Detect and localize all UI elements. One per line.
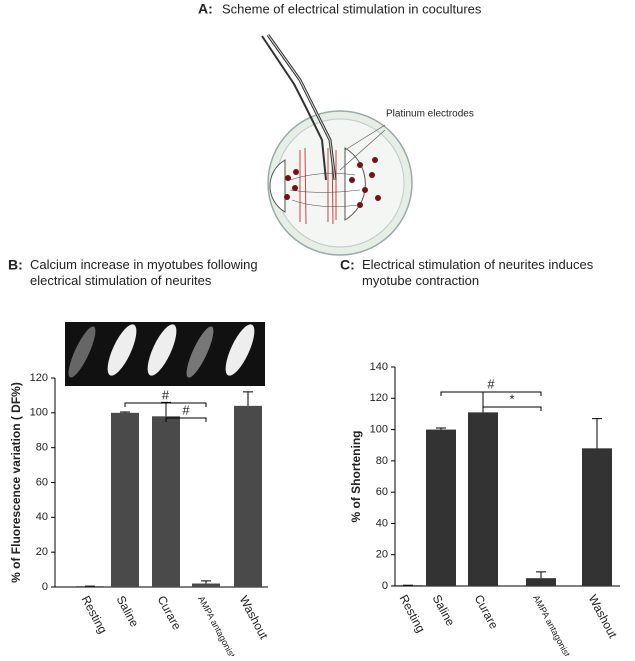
calcium-images: [65, 322, 265, 386]
error-bar: [436, 427, 446, 430]
bar: [152, 416, 180, 587]
y-tick-label: 120: [370, 392, 388, 404]
y-tick-label: 80: [376, 455, 388, 467]
significance-bracket: [440, 391, 542, 396]
y-tick-label: 0: [42, 581, 48, 593]
error-bar: [120, 411, 130, 413]
error-bar: [536, 571, 546, 579]
y-tick-label: 60: [36, 476, 48, 488]
panel-label: C:: [340, 257, 355, 273]
y-tick-label: 20: [376, 549, 388, 561]
error-bar: [161, 401, 171, 417]
significance-mark: #: [487, 376, 495, 391]
significance-mark: #: [162, 387, 170, 402]
x-tick-label: Saline: [430, 592, 458, 628]
x-tick-label: Resting: [79, 593, 110, 635]
panel-title: Scheme of electrical stimulation in cocu…: [222, 1, 482, 16]
y-tick-label: 40: [376, 517, 388, 529]
x-tick-label: Resting: [397, 592, 428, 634]
y-axis-label: % of Shortening: [349, 431, 363, 523]
x-tick-label: Curare: [155, 593, 185, 632]
y-tick-label: 60: [376, 486, 388, 498]
y-tick-label: 140: [370, 361, 388, 373]
x-tick-label: AMPA antagonist + Curare: [531, 593, 590, 656]
panel-label: B:: [8, 257, 23, 273]
error-bar: [592, 418, 602, 449]
scheme: [261, 34, 413, 256]
y-tick-label: 20: [36, 546, 48, 558]
significance-bracket: [165, 417, 207, 422]
panel-title: Calcium increase in myotubes following el…: [30, 257, 258, 288]
bar: [234, 405, 262, 587]
panel-title: Electrical stimulation of neurites induc…: [362, 257, 594, 288]
y-tick-label: 100: [30, 407, 48, 419]
x-tick-label: Washout: [237, 593, 272, 642]
error-bar: [243, 391, 253, 406]
significance-bracket: [482, 406, 542, 411]
electrode-label: Platinum electrodes: [386, 109, 474, 120]
bar: [192, 583, 220, 587]
y-tick-label: 40: [36, 511, 48, 523]
error-bar: [201, 580, 211, 584]
bar: [582, 448, 612, 586]
panel-label: A:: [198, 1, 213, 17]
x-tick-label: Washout: [586, 592, 621, 641]
y-axis-label: % of Fluorescence variation ( DF%): [9, 382, 23, 583]
x-tick-label: Curare: [472, 592, 502, 631]
bar: [526, 578, 556, 586]
bar: [426, 429, 456, 586]
bar: [468, 412, 498, 586]
significance-mark: #: [182, 402, 190, 417]
x-tick-label: Saline: [114, 593, 142, 629]
significance-mark: *: [509, 391, 514, 406]
y-tick-label: 80: [36, 442, 48, 454]
bar: [111, 412, 139, 587]
y-tick-label: 120: [30, 372, 48, 384]
significance-bracket: [124, 402, 207, 407]
y-tick-label: 0: [382, 580, 388, 592]
y-tick-label: 100: [370, 423, 388, 435]
